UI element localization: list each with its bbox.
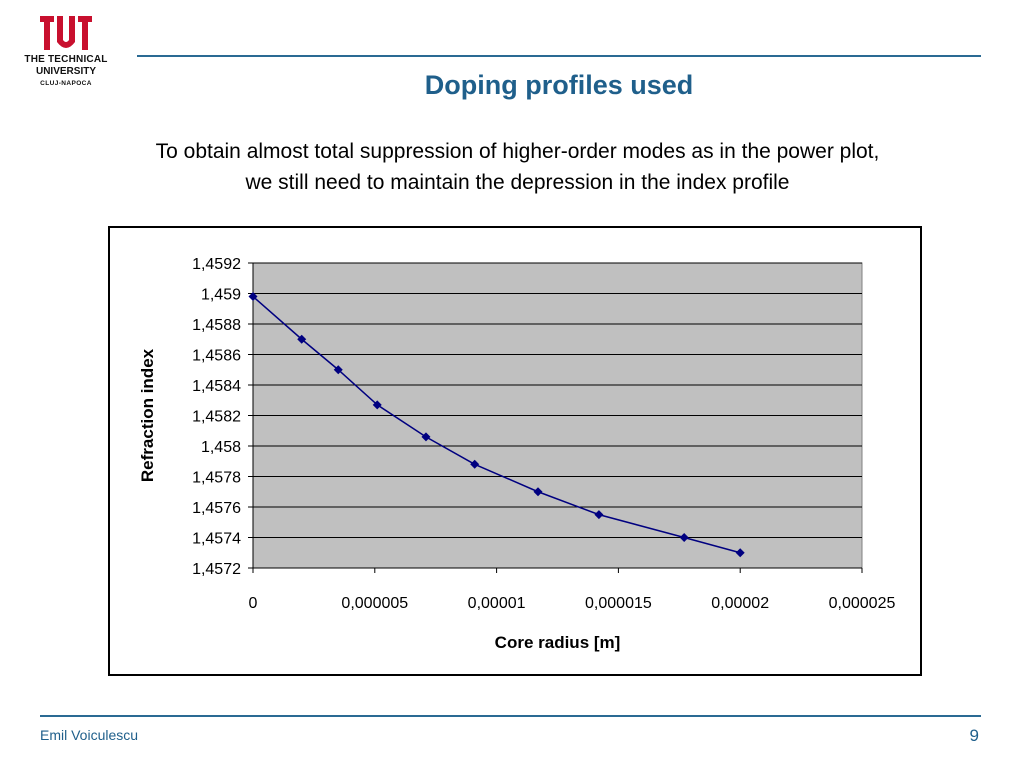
data-point	[470, 459, 480, 469]
data-point	[297, 334, 307, 344]
x-tick-label: 0,00001	[468, 595, 526, 612]
chart-frame: 1,4572 1,4574 1,4576 1,4578 1,458 1,4582 1,458…	[108, 226, 922, 676]
y-tick-label: 1,4584	[192, 378, 241, 395]
x-tick-label: 0,00002	[711, 595, 769, 612]
data-point	[594, 510, 604, 520]
data-point	[421, 432, 431, 442]
x-tick-label: 0,000025	[829, 595, 896, 612]
data-point	[735, 548, 745, 558]
y-tick-label: 1,458	[201, 439, 241, 456]
footer-divider	[40, 715, 981, 717]
page-number: 9	[969, 726, 979, 745]
data-point	[248, 292, 258, 302]
x-tick-label: 0	[249, 595, 258, 612]
header-divider	[137, 55, 981, 57]
x-tick-label: 0,000015	[585, 595, 652, 612]
refraction-index-chart: 1,4572 1,4574 1,4576 1,4578 1,458 1,4582 1,458…	[138, 256, 896, 652]
y-axis-title: Refraction index	[138, 348, 157, 482]
subtitle-line-2: we still need to maintain the depression…	[245, 171, 790, 194]
x-tick-label: 0,000005	[341, 595, 408, 612]
x-axis-title: Core radius [m]	[495, 633, 621, 652]
data-point	[333, 365, 343, 375]
subtitle-line-1: To obtain almost total suppression of hi…	[155, 140, 880, 163]
logo-text-line1: THE TECHNICAL	[24, 54, 108, 65]
y-tick-label: 1,4578	[192, 470, 241, 487]
y-tick-label: 1,4574	[192, 531, 241, 548]
y-tick-label: 1,4586	[192, 348, 241, 365]
y-tick-label: 1,459	[201, 287, 241, 304]
logo-text-line3: CLUJ-NAPOCA	[40, 80, 92, 87]
y-tick-label: 1,4576	[192, 500, 241, 517]
logo-text-line2: UNIVERSITY	[35, 66, 96, 77]
data-point	[533, 487, 543, 497]
slide-subtitle: To obtain almost total suppression of hi…	[40, 136, 995, 198]
y-tick-label: 1,4588	[192, 317, 241, 334]
university-logo-icon	[40, 16, 92, 50]
slide-title: Doping profiles used	[424, 70, 694, 100]
series-line	[252, 295, 741, 554]
y-tick-label: 1,4572	[192, 561, 241, 578]
data-point	[679, 533, 689, 542]
footer-author: Emil Voiculescu	[40, 727, 139, 743]
y-tick-label: 1,4592	[192, 256, 241, 273]
y-tick-label: 1,4582	[192, 409, 241, 426]
university-logo: THE TECHNICAL UNIVERSITY CLUJ-NAPOCA	[12, 16, 120, 96]
data-point	[372, 400, 382, 410]
